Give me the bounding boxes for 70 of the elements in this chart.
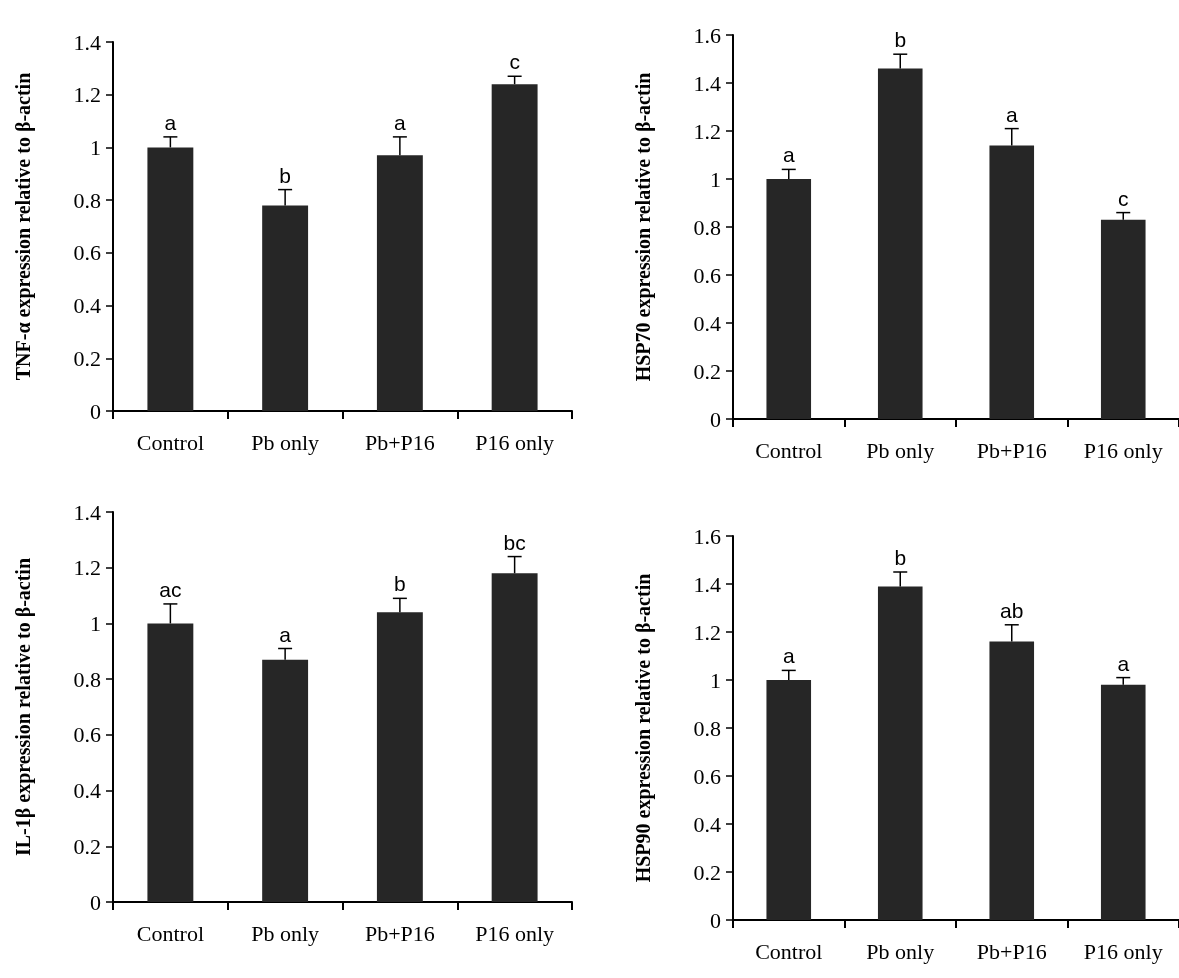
annotation: c <box>509 50 520 74</box>
x-tick-label: Pb only <box>251 920 320 946</box>
y-tick-label: 0.8 <box>73 666 101 692</box>
annotation: b <box>894 546 907 569</box>
y-tick-label: 0.2 <box>73 833 101 859</box>
y-tick-label: 1.4 <box>73 499 101 525</box>
x-tick-label: Control <box>136 920 204 946</box>
y-tick-label: 0.8 <box>73 187 101 213</box>
y-tick-label: 1.2 <box>73 555 101 581</box>
y-tick-label: 0.4 <box>73 778 101 804</box>
y-tick-label: 0.8 <box>693 715 721 741</box>
y-tick-label: 1.6 <box>693 523 721 549</box>
x-tick-label: P16 only <box>1083 938 1163 964</box>
y-tick-label: 1 <box>90 610 101 636</box>
annotation: a <box>782 644 795 668</box>
y-tick-label: 0.4 <box>73 293 101 319</box>
x-tick-label: Pb+P16 <box>364 429 435 455</box>
x-tick-label: Pb only <box>251 429 320 455</box>
annotation: a <box>782 143 795 167</box>
annotation: a <box>1005 102 1018 126</box>
y-tick-label: 0.2 <box>73 345 101 371</box>
y-tick-label: 1.2 <box>73 82 101 108</box>
annotation: a <box>279 622 292 646</box>
y-tick-label: 0.6 <box>73 722 101 748</box>
x-tick-label: P16 only <box>475 920 555 946</box>
y-tick-label: 1.6 <box>693 22 721 48</box>
y-tick-label: 1 <box>710 166 721 192</box>
y-tick-label: 1 <box>710 667 721 693</box>
y-tick-label: 0.4 <box>693 811 721 837</box>
y-tick-label: 0.2 <box>693 859 721 885</box>
annotation: ab <box>1000 598 1024 622</box>
y-tick-label: 1.4 <box>73 29 101 55</box>
annotation: ac <box>159 577 182 601</box>
annotation: bc <box>503 530 526 554</box>
y-axis-title: TNF-α expression relative to β-actin <box>12 72 35 381</box>
y-tick-label: 0 <box>90 889 101 915</box>
x-tick-label: P16 only <box>1083 437 1163 463</box>
x-tick-label: Pb+P16 <box>364 920 435 946</box>
x-tick-label: Pb+P16 <box>976 437 1047 463</box>
y-tick-label: 0.4 <box>693 310 721 336</box>
y-tick-label: 1 <box>90 134 101 160</box>
y-axis-title: HSP70 expression relative to β-actin <box>632 72 655 382</box>
y-tick-label: 0.6 <box>693 262 721 288</box>
y-tick-label: 1.4 <box>693 70 721 96</box>
y-axis-title: HSP90 expression relative to β-actin <box>632 573 655 883</box>
annotation: c <box>1118 186 1129 210</box>
y-tick-label: 0.6 <box>73 240 101 266</box>
annotation: a <box>1117 651 1130 675</box>
y-tick-label: 1.2 <box>693 619 721 645</box>
y-tick-label: 0 <box>710 907 721 933</box>
x-tick-label: Pb only <box>866 938 935 964</box>
annotation: a <box>164 110 177 134</box>
y-tick-label: 1.2 <box>693 118 721 144</box>
annotation: b <box>394 572 406 596</box>
annotation: b <box>894 28 907 52</box>
y-tick-label: 1.4 <box>693 571 721 597</box>
x-tick-label: Control <box>755 437 823 463</box>
y-axis-title: IL-1β expression relative to β-actin <box>12 557 35 857</box>
y-tick-label: 0 <box>90 398 101 424</box>
x-tick-label: Control <box>755 938 823 964</box>
y-tick-label: 0 <box>710 406 721 432</box>
x-tick-label: Pb only <box>866 437 935 463</box>
y-tick-label: 0.8 <box>693 214 721 240</box>
x-tick-label: Control <box>136 429 204 455</box>
annotation: a <box>394 110 407 134</box>
annotation: b <box>279 163 291 187</box>
x-tick-label: Pb+P16 <box>976 938 1047 964</box>
y-tick-label: 0.6 <box>693 763 721 789</box>
y-tick-label: 0.2 <box>693 358 721 384</box>
x-tick-label: P16 only <box>475 429 555 455</box>
